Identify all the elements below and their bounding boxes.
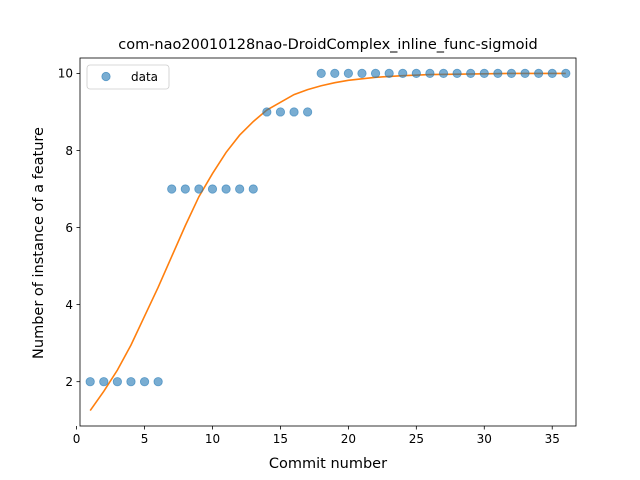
y-tick-label: 2 [65,375,73,389]
y-tick-label: 8 [65,144,73,158]
plot-area [79,57,577,427]
x-tick-label: 20 [341,432,356,446]
y-axis-ticks: 2 4 6 8 10 [58,67,80,389]
data-point [479,68,489,79]
data-point [303,107,313,117]
data-point [330,68,340,79]
data-point [534,68,544,79]
data-point [167,184,177,194]
axes-frame [79,57,577,427]
data-point [275,107,286,117]
data-point [235,184,245,194]
data-point [99,377,109,387]
data-point [289,107,299,117]
data-point [207,184,218,194]
data-point [561,68,571,79]
legend: data [86,64,170,90]
data-point [452,68,462,79]
data-point [153,377,163,387]
y-tick-label: 10 [58,67,73,81]
legend-label: data [131,70,158,84]
data-point [85,377,95,387]
data-point [547,68,557,79]
data-point [194,184,204,194]
data-point [398,68,408,79]
y-tick-label: 4 [65,298,73,312]
x-axis-label: Commit number [269,456,387,472]
data-point [221,184,231,194]
data-point [262,107,272,117]
data-point [126,377,136,387]
data-point [248,184,258,194]
x-tick-label: 5 [141,432,149,446]
data-point [520,68,530,79]
fit-line [89,72,566,412]
data-point [411,68,421,79]
y-axis-label: Number of instance of a feature [31,127,47,359]
data-point [316,68,326,79]
data-point [370,68,381,79]
data-point [425,68,435,79]
data-point [384,68,394,79]
data-point [112,377,122,387]
legend-box [86,64,170,90]
x-tick-label: 10 [205,432,220,446]
x-tick-label: 0 [73,432,81,446]
x-tick-label: 30 [477,432,492,446]
data-point [357,68,367,79]
data-point [493,68,503,79]
x-tick-label: 35 [545,432,560,446]
y-tick-label: 6 [65,221,73,235]
data-point [180,184,190,194]
data-point [438,68,449,79]
data-point [343,68,353,79]
chart-title: com-nao20010128nao-DroidComplex_inline_f… [118,37,538,53]
data-point [506,68,517,79]
x-tick-label: 25 [409,432,424,446]
x-axis-ticks: 0 5 10 15 20 25 30 35 [73,426,560,446]
legend-marker [101,71,111,82]
x-tick-label: 15 [273,432,288,446]
data-point [466,68,476,79]
data-point [139,377,150,387]
